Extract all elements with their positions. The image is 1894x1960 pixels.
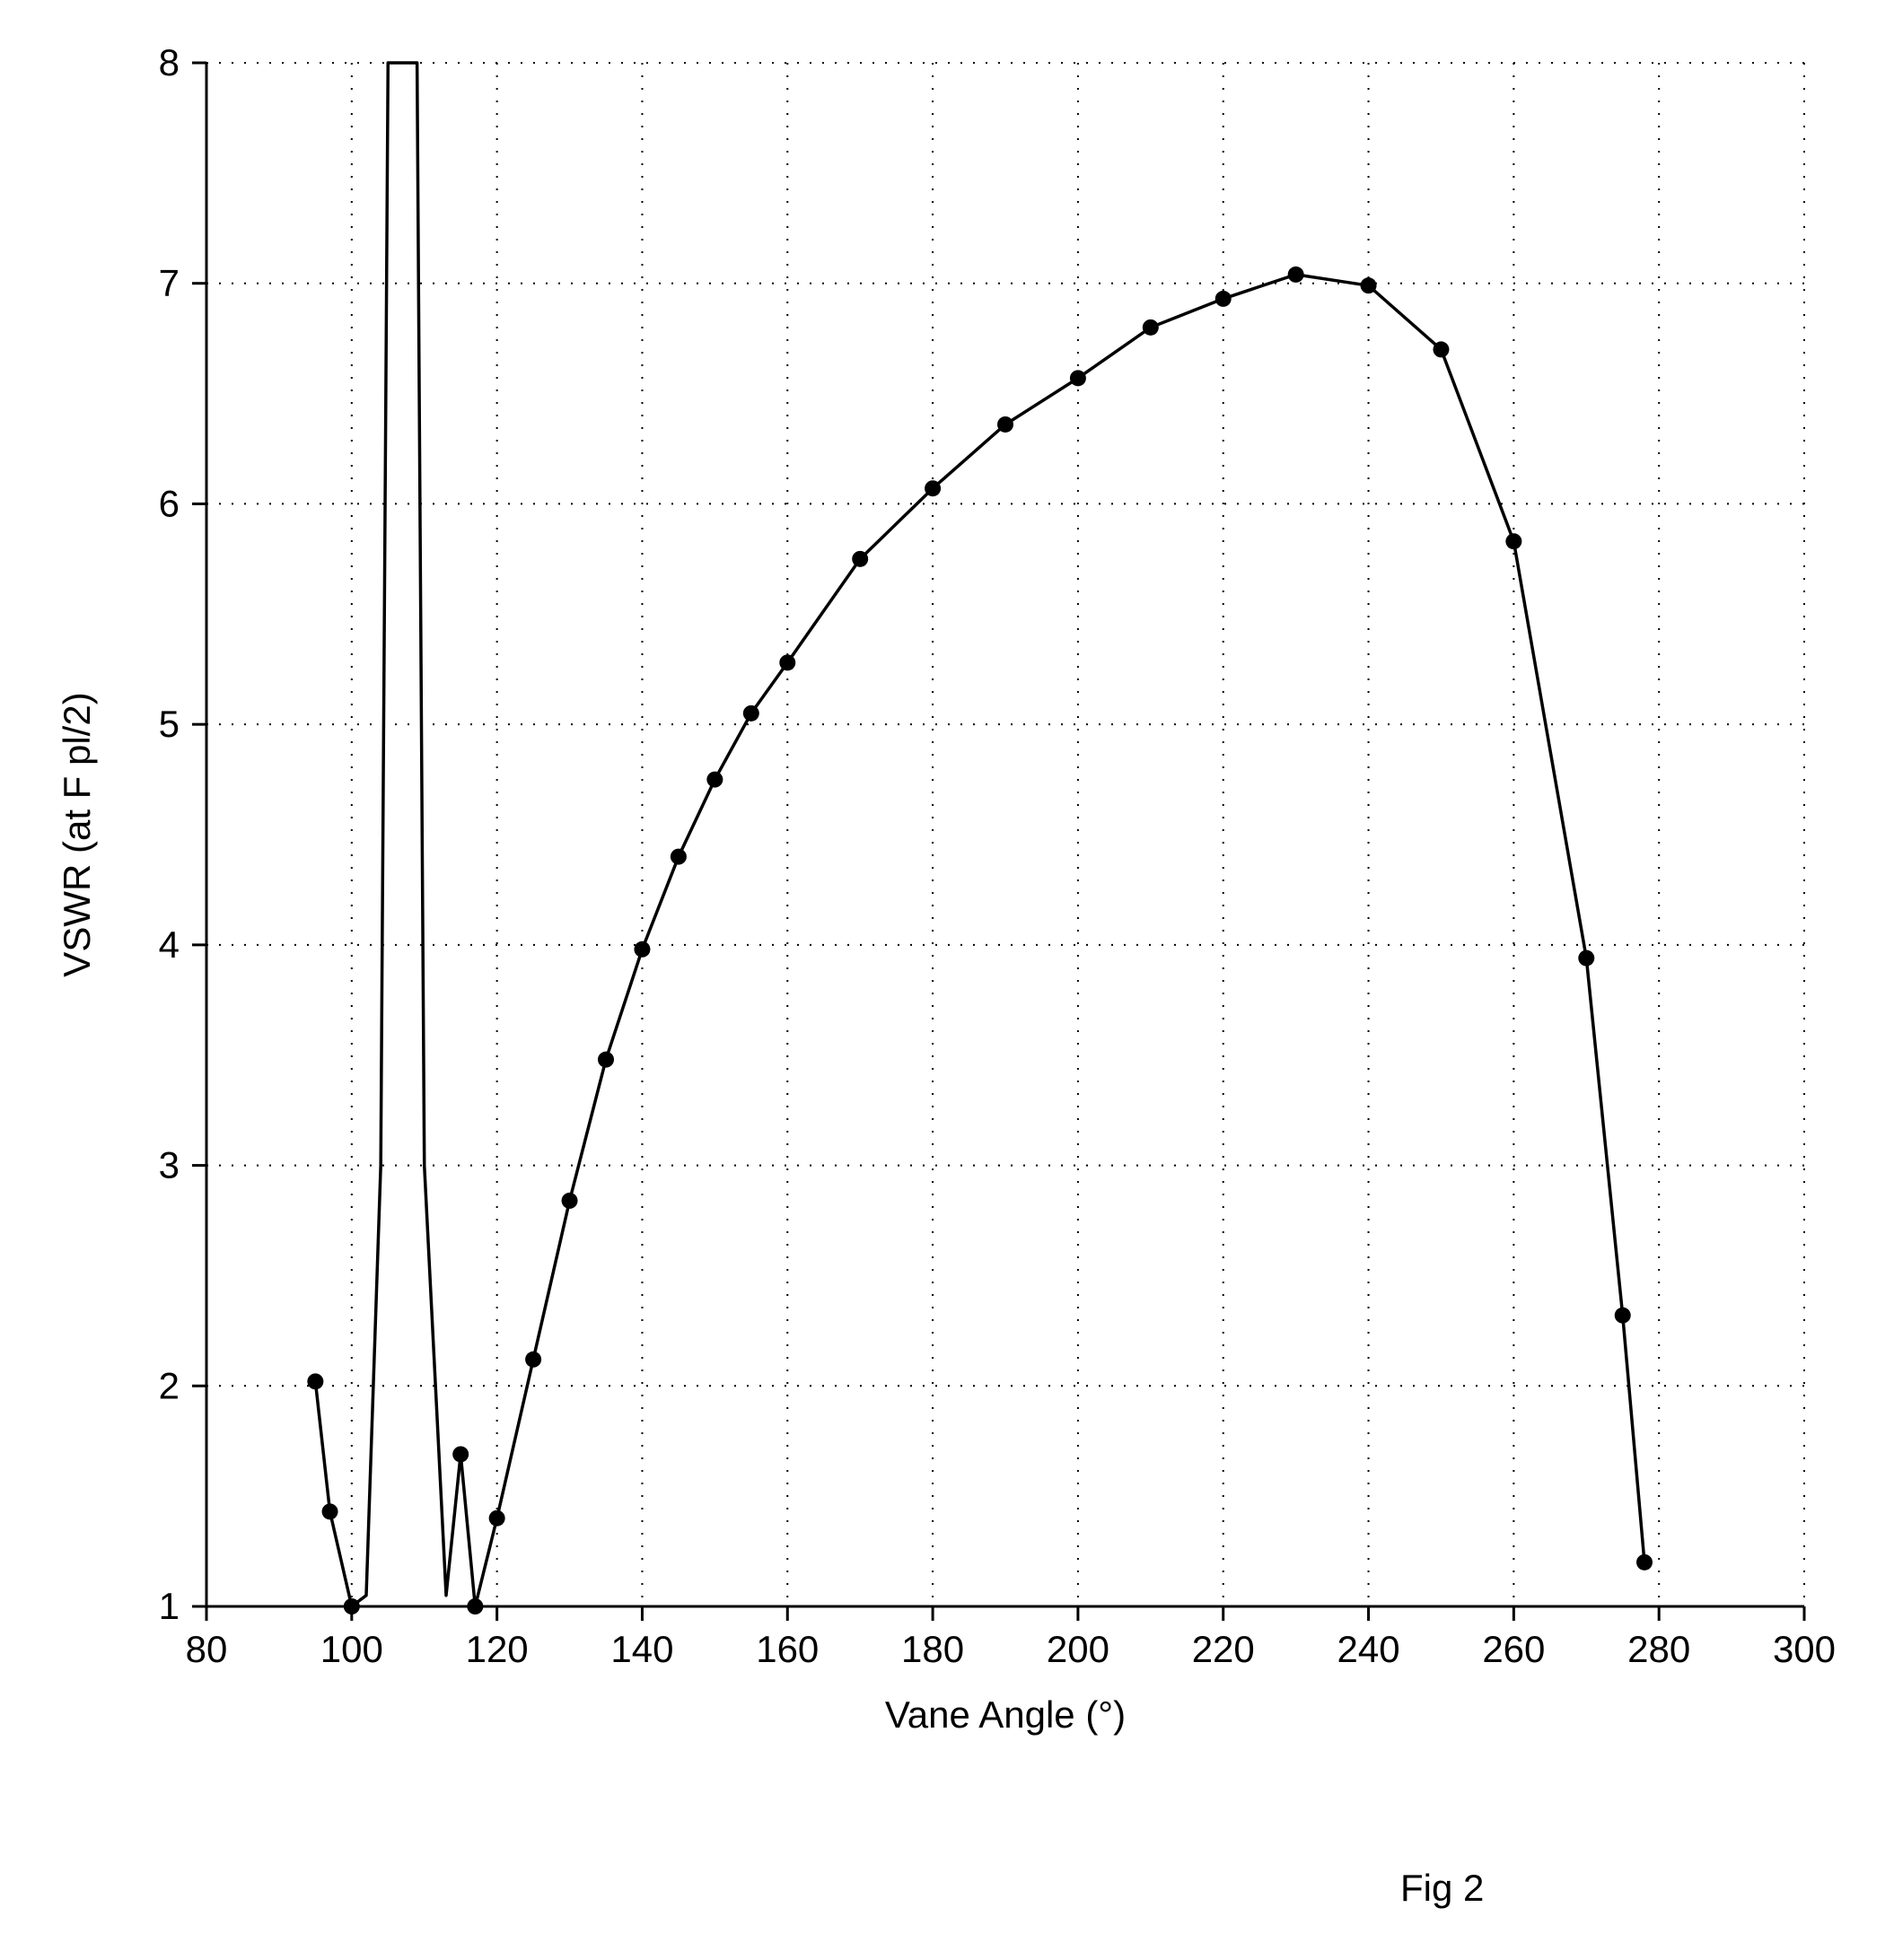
data-marker [1215,291,1232,307]
x-tick-label: 180 [901,1628,964,1670]
x-axis-label: Vane Angle (°) [885,1693,1126,1736]
x-tick-label: 140 [610,1628,673,1670]
page: 80 100 120 140 160 180 200 220 240 260 280 300 1 2 3 4 5… [0,0,1894,1960]
data-marker [1578,950,1594,967]
data-marker [1636,1554,1653,1571]
figure-caption: Fig 2 [1400,1867,1484,1910]
data-marker [344,1598,360,1614]
y-tick-label: 5 [159,703,180,745]
data-marker [1433,341,1449,357]
x-tick-label: 160 [756,1628,819,1670]
x-tick-label: 120 [466,1628,529,1670]
y-tick-label: 4 [159,923,180,966]
data-marker [598,1052,614,1068]
data-marker [1143,319,1159,336]
y-tick-label: 6 [159,482,180,524]
data-marker [322,1503,338,1519]
y-axis-label: VSWR (at F pl/2) [56,692,98,976]
x-tick-label: 300 [1773,1628,1836,1670]
data-marker [634,941,650,958]
data-marker [307,1373,323,1389]
x-tick-label: 240 [1337,1628,1400,1670]
y-tick-label: 7 [159,262,180,304]
data-marker [525,1352,541,1368]
x-tick-label: 220 [1192,1628,1255,1670]
data-marker [1505,533,1521,549]
data-marker [706,772,723,788]
data-marker [1361,277,1377,293]
data-marker [852,551,868,567]
chart-background [0,0,1894,1795]
data-marker [671,849,687,865]
data-marker [925,480,941,496]
x-tick-label: 200 [1047,1628,1109,1670]
vswr-chart: 80 100 120 140 160 180 200 220 240 260 280 300 1 2 3 4 5… [0,0,1894,1795]
data-marker [779,654,795,670]
y-tick-label: 3 [159,1144,180,1186]
data-marker [452,1446,469,1462]
data-marker [1288,267,1304,283]
y-tick-label: 8 [159,41,180,83]
y-tick-label: 2 [159,1364,180,1406]
data-marker [1070,370,1086,386]
data-marker [1615,1308,1631,1324]
x-tick-label: 260 [1482,1628,1545,1670]
x-tick-label: 100 [320,1628,383,1670]
x-tick-label: 280 [1627,1628,1690,1670]
x-tick-label: 80 [186,1628,228,1670]
data-marker [743,705,759,722]
y-tick-label: 1 [159,1585,180,1627]
data-marker [467,1598,483,1614]
data-marker [997,416,1013,433]
data-marker [489,1510,505,1527]
data-marker [562,1193,578,1209]
